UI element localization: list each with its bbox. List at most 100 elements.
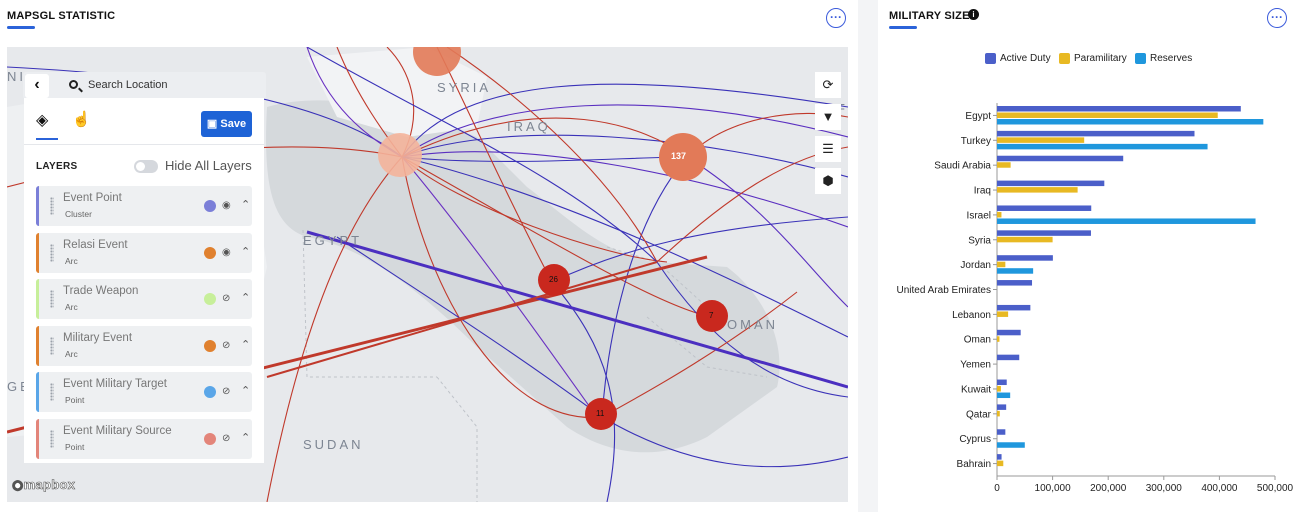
- map-panel: MAPSGL STATISTIC ···: [0, 0, 858, 512]
- bar-active-duty[interactable]: [997, 429, 1006, 435]
- chart-menu-button[interactable]: ···: [1267, 8, 1287, 28]
- x-tick-label: 400,000: [1201, 483, 1238, 494]
- layer-card[interactable]: Event Military Target Point ⊘ ⌃: [36, 372, 252, 412]
- bar-paramilitary[interactable]: [997, 410, 1000, 417]
- layer-name: Event Point: [63, 192, 122, 204]
- refresh-icon[interactable]: ⟳: [815, 72, 841, 98]
- chevron-up-icon[interactable]: ⌃: [241, 199, 251, 211]
- chevron-up-icon[interactable]: ⌃: [241, 431, 251, 444]
- y-tick-label: Kuwait: [961, 384, 991, 395]
- layer-card[interactable]: Relasi Event Arc ◉ ⌃: [36, 232, 252, 273]
- cluster-count-7[interactable]: 7: [709, 311, 714, 320]
- drag-handle-icon[interactable]: [50, 336, 54, 355]
- search-input[interactable]: Search Location: [88, 79, 168, 91]
- chevron-up-icon[interactable]: ⌃: [241, 338, 251, 351]
- layer-card[interactable]: Trade Weapon Arc ⊘ ⌃: [36, 279, 252, 319]
- bar-paramilitary[interactable]: [997, 137, 1085, 143]
- info-icon[interactable]: i: [968, 9, 979, 20]
- bar-active-duty[interactable]: [997, 230, 1091, 236]
- y-tick-label: Israel: [967, 210, 991, 221]
- y-tick-label: Oman: [964, 335, 991, 346]
- bar-active-duty[interactable]: [997, 354, 1020, 361]
- map-canvas[interactable]: SYRIA IRAQ EGYPT OMAN SUDAN NISIA GE FG …: [7, 47, 848, 502]
- drag-handle-icon[interactable]: [50, 197, 54, 215]
- drag-handle-icon[interactable]: [50, 290, 54, 308]
- bar-paramilitary[interactable]: [997, 211, 1002, 218]
- legend-item[interactable]: Paramilitary: [1059, 53, 1127, 64]
- back-button[interactable]: ‹: [25, 74, 49, 98]
- hide-all-toggle[interactable]: [134, 160, 158, 173]
- map-label-ge: GE: [7, 379, 32, 394]
- bar-paramilitary[interactable]: [997, 112, 1218, 119]
- legend-item[interactable]: Active Duty: [985, 53, 1051, 64]
- bar-reserves[interactable]: [997, 119, 1264, 125]
- bar-paramilitary[interactable]: [997, 386, 1001, 392]
- bar-paramilitary[interactable]: [997, 261, 1006, 268]
- map-menu-button[interactable]: ···: [826, 8, 846, 28]
- layer-name: Relasi Event: [63, 238, 128, 251]
- chevron-up-icon[interactable]: ⌃: [241, 385, 251, 397]
- layer-color-swatch[interactable]: [204, 339, 216, 352]
- bar-reserves[interactable]: [997, 392, 1011, 399]
- bar-paramilitary[interactable]: [997, 187, 1078, 193]
- layer-color-swatch[interactable]: [204, 386, 216, 398]
- hide-all-label: Hide All Layers: [165, 158, 252, 173]
- bar-reserves[interactable]: [997, 143, 1208, 150]
- x-tick-label: 200,000: [1090, 483, 1127, 494]
- drag-handle-icon[interactable]: [50, 243, 54, 262]
- search-bar[interactable]: [23, 72, 266, 99]
- drag-handle-icon[interactable]: [50, 383, 54, 401]
- layer-name: Trade Weapon: [63, 285, 139, 297]
- bar-paramilitary[interactable]: [997, 311, 1009, 317]
- bar-active-duty[interactable]: [997, 379, 1007, 386]
- y-tick-label: Syria: [968, 235, 991, 246]
- bar-paramilitary[interactable]: [997, 460, 1004, 467]
- list-icon[interactable]: ☰: [815, 136, 841, 162]
- bar-paramilitary[interactable]: [997, 236, 1053, 243]
- bar-active-duty[interactable]: [997, 329, 1021, 336]
- bar-active-duty[interactable]: [997, 155, 1124, 162]
- bar-active-duty[interactable]: [997, 180, 1105, 187]
- bar-reserves[interactable]: [997, 268, 1034, 274]
- layer-color-swatch[interactable]: [204, 432, 216, 445]
- eye-icon[interactable]: ◉: [222, 246, 231, 258]
- layer-color-swatch[interactable]: [204, 246, 216, 259]
- cluster-count-11[interactable]: 11: [596, 409, 605, 418]
- layer-card[interactable]: Military Event Arc ⊘ ⌃: [36, 325, 252, 366]
- cube-icon[interactable]: ⬢: [815, 168, 841, 194]
- layer-tabs: ◈ ☝ ▣ Save: [24, 98, 264, 145]
- chevron-up-icon[interactable]: ⌃: [241, 245, 251, 258]
- y-tick-label: Jordan: [960, 260, 991, 271]
- layer-color-swatch[interactable]: [204, 200, 216, 212]
- cluster-count-137[interactable]: 137: [671, 151, 687, 161]
- bar-active-duty[interactable]: [997, 130, 1195, 137]
- bar-reserves[interactable]: [997, 218, 1256, 224]
- eye-off-icon[interactable]: ⊘: [222, 386, 231, 397]
- layer-card[interactable]: Event Point Cluster ◉ ⌃: [36, 186, 252, 226]
- hand-pointer-icon[interactable]: ☝: [72, 111, 91, 128]
- legend-item[interactable]: Reserves: [1135, 53, 1192, 64]
- bar-active-duty[interactable]: [997, 255, 1053, 261]
- drag-handle-icon[interactable]: [50, 429, 54, 448]
- bar-paramilitary[interactable]: [997, 336, 1000, 342]
- filter-icon[interactable]: ▼: [815, 104, 841, 130]
- chevron-up-icon[interactable]: ⌃: [241, 292, 251, 304]
- bar-active-duty[interactable]: [997, 106, 1241, 112]
- bar-active-duty[interactable]: [997, 304, 1031, 311]
- layer-card[interactable]: Event Military Source Point ⊘ ⌃: [36, 418, 252, 459]
- bar-paramilitary[interactable]: [997, 162, 1011, 168]
- bar-active-duty[interactable]: [997, 205, 1092, 211]
- layer-color-swatch[interactable]: [204, 293, 216, 305]
- layers-stack-icon[interactable]: ◈: [36, 112, 49, 129]
- eye-icon[interactable]: ◉: [222, 200, 231, 211]
- bar-active-duty[interactable]: [997, 454, 1002, 460]
- y-tick-label: Lebanon: [952, 310, 991, 321]
- eye-off-icon[interactable]: ⊘: [222, 432, 231, 444]
- bar-active-duty[interactable]: [997, 280, 1033, 286]
- cluster-count-26[interactable]: 26: [549, 275, 558, 284]
- save-button[interactable]: ▣ Save: [201, 111, 252, 137]
- eye-off-icon[interactable]: ⊘: [222, 339, 231, 351]
- eye-off-icon[interactable]: ⊘: [222, 293, 231, 304]
- bar-active-duty[interactable]: [997, 404, 1007, 410]
- bar-reserves[interactable]: [997, 442, 1025, 448]
